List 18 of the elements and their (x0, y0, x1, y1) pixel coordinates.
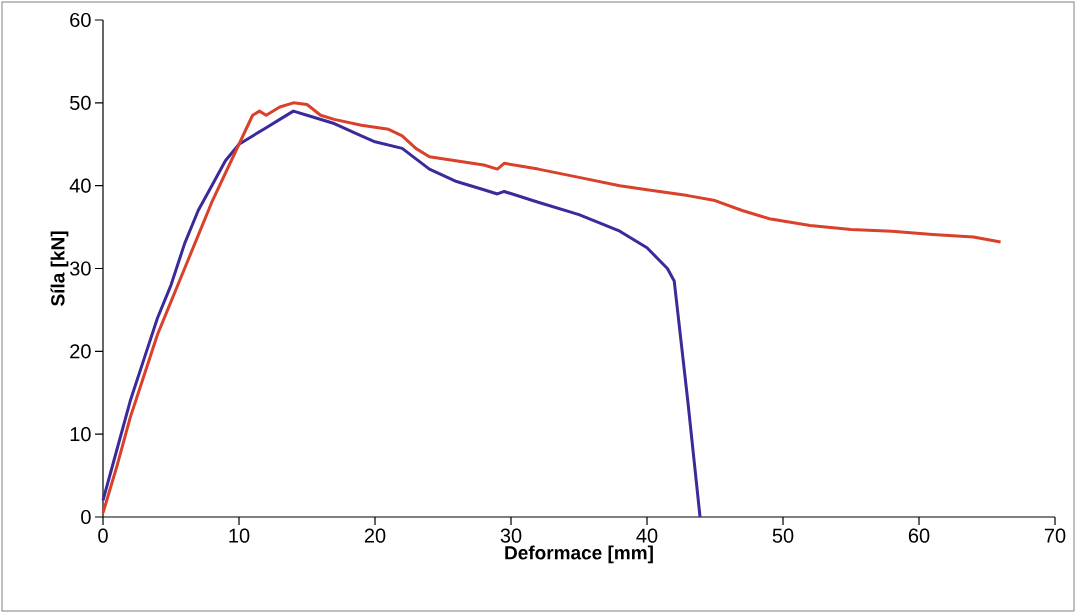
x-tick-label: 40 (636, 528, 658, 543)
x-tick-label: 50 (772, 528, 794, 543)
y-tick-label: 0 (81, 509, 91, 525)
x-tick-label: 10 (229, 528, 250, 543)
x-tick-label: 70 (1044, 528, 1066, 543)
y-tick-label: 50 (70, 95, 91, 110)
y-axis-title: Síla [kN] (50, 231, 69, 306)
x-tick-label: 30 (500, 528, 522, 543)
x-tick-label: 0 (98, 528, 108, 543)
y-tick-label: 60 (70, 12, 91, 28)
x-axis-title: Deformace [mm] (505, 545, 653, 564)
y-tick-label: 20 (70, 344, 91, 359)
y-tick-label: 30 (69, 261, 91, 276)
y-tick-label: 40 (69, 178, 91, 193)
line-series (101, 109, 702, 519)
x-tick-label: 60 (908, 528, 930, 543)
x-tick-label: 20 (364, 528, 386, 543)
y-tick-label: 10 (70, 427, 91, 442)
